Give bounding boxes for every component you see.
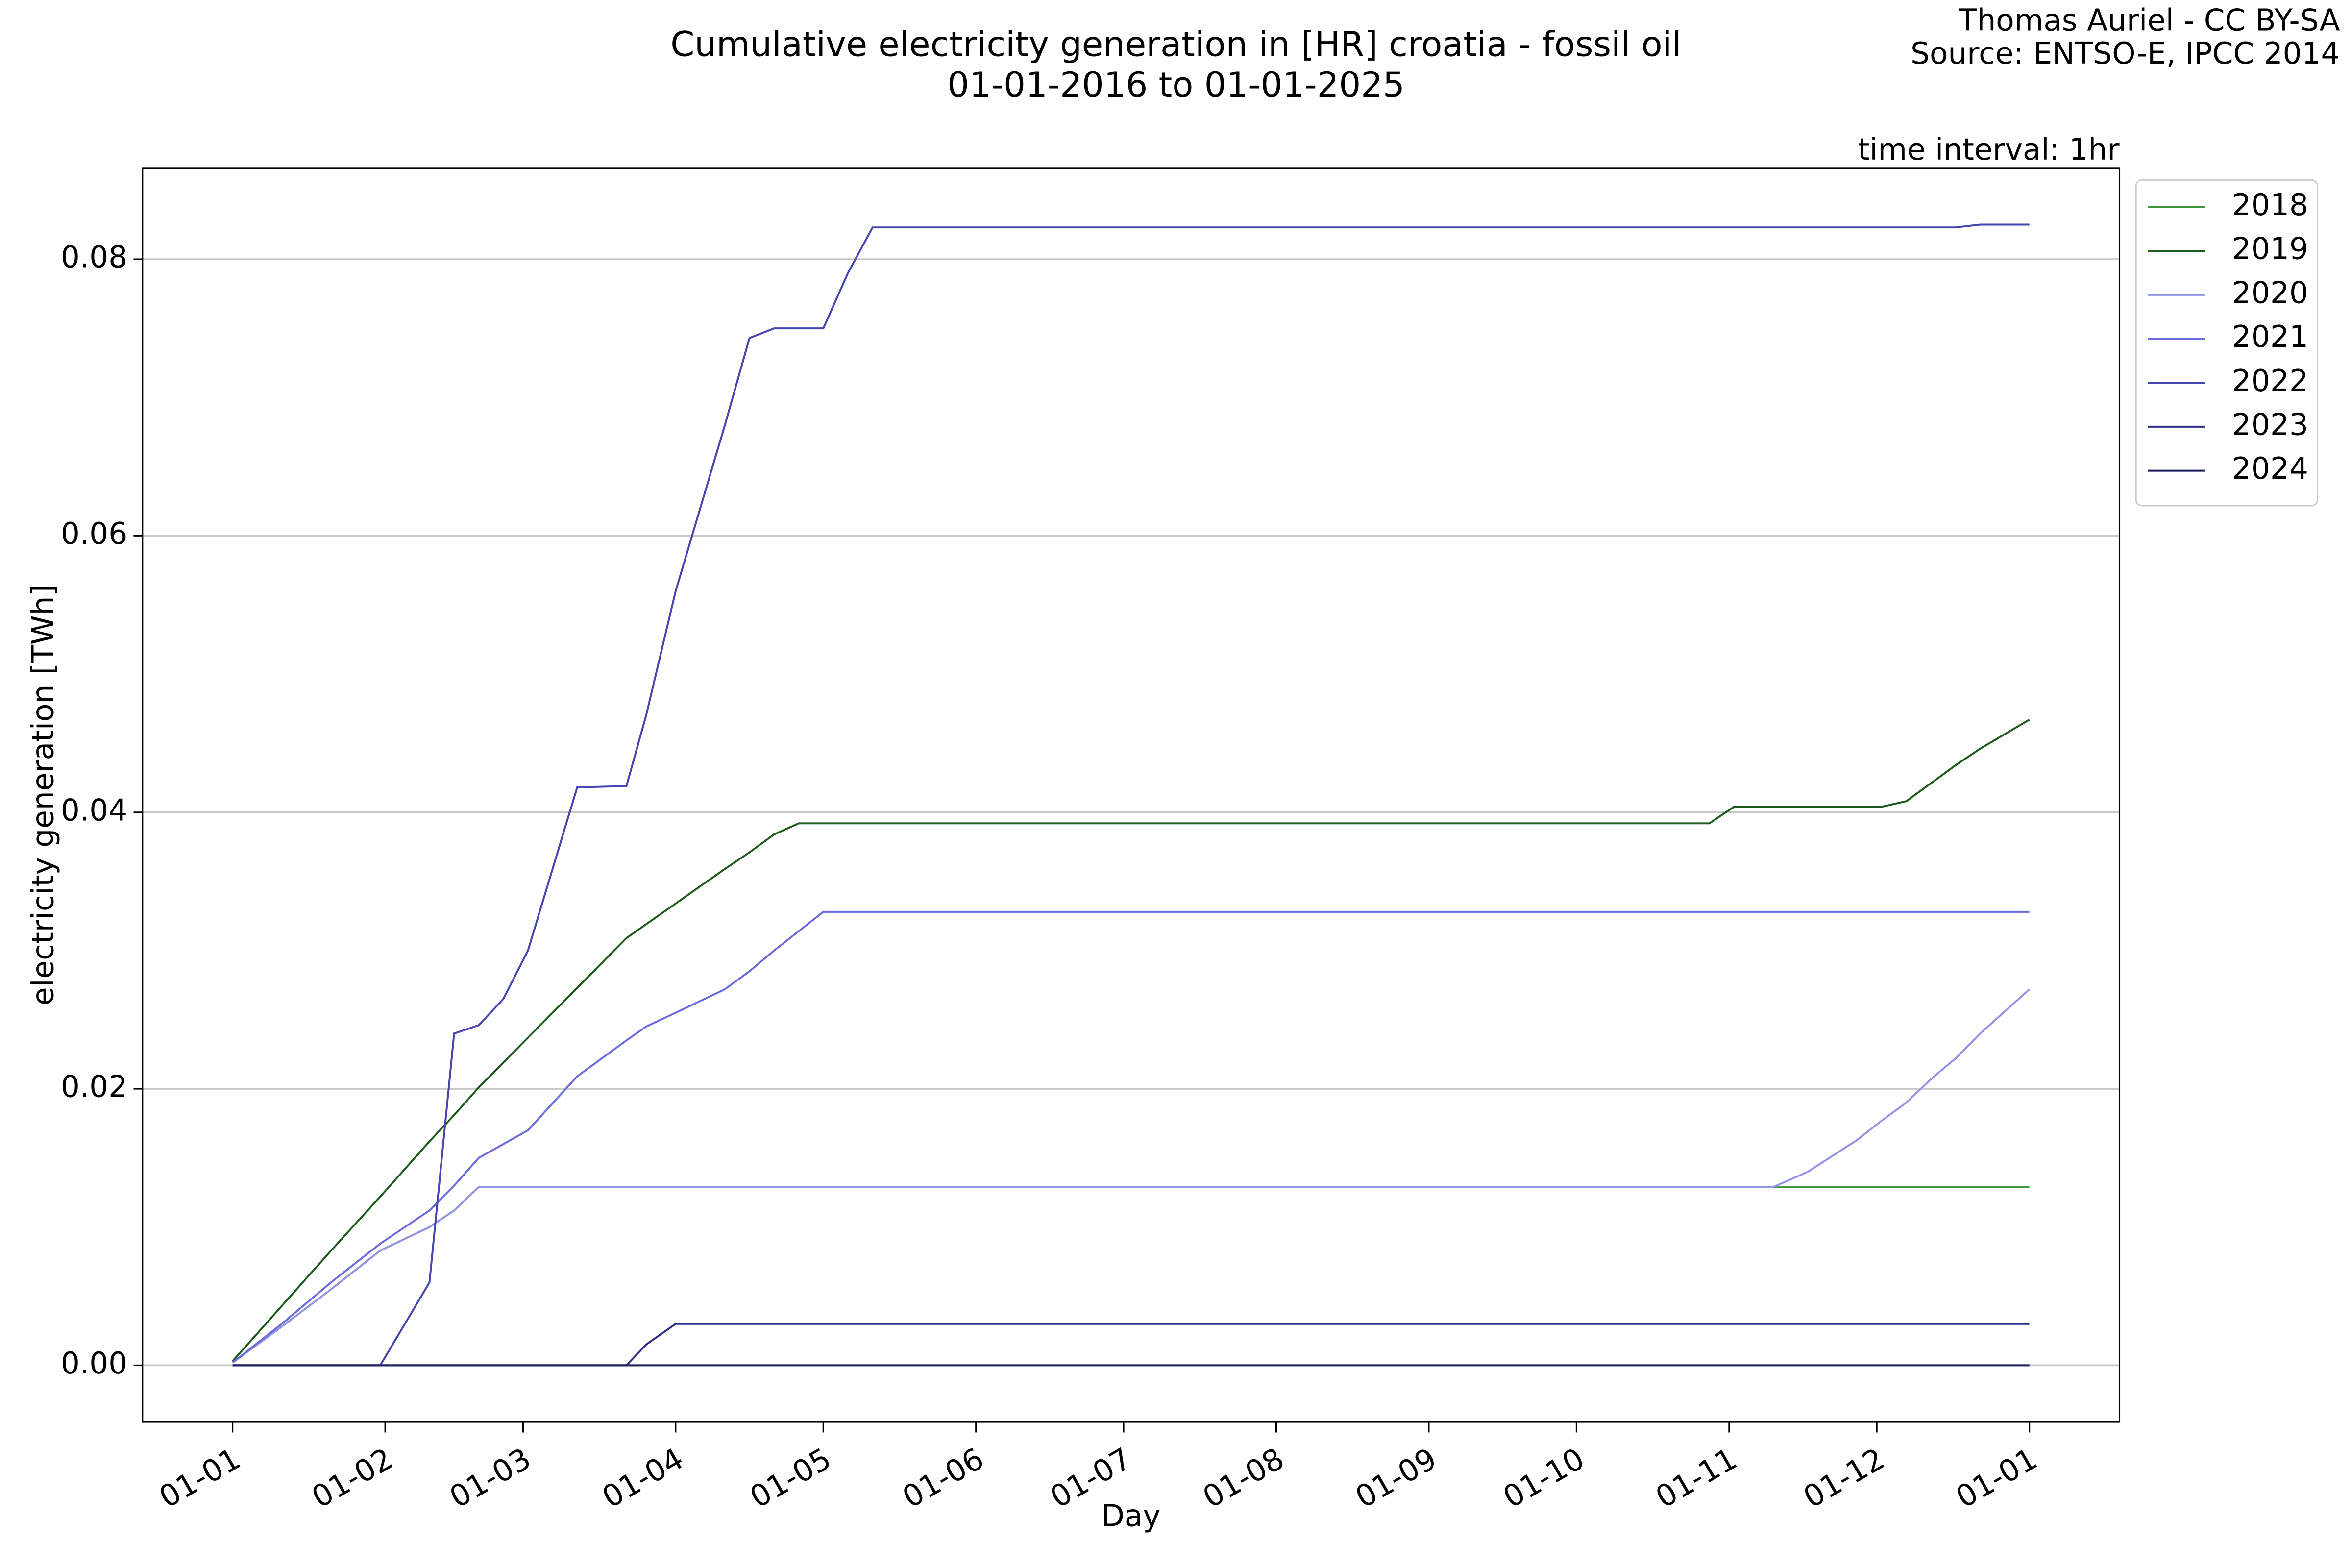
series-line (232, 910, 2030, 1364)
legend-label: 2024 (2232, 451, 2308, 486)
series-line (232, 718, 2030, 1362)
y-tick-label: 0.08 (61, 240, 127, 275)
annotation: time interval: 1hr (1858, 132, 2120, 167)
source: Source: ENTSO-E, IPCC 2014 (1911, 36, 2340, 71)
series-line (232, 223, 2030, 1367)
credit: Thomas Auriel - CC BY-SA (1958, 3, 2340, 38)
y-tick-label: 0.04 (61, 793, 127, 828)
legend-label: 2019 (2232, 232, 2308, 267)
legend-box (2135, 179, 2319, 507)
x-axis-label: Day (1102, 1499, 1161, 1534)
legend-label: 2020 (2232, 275, 2308, 310)
legend-label: 2022 (2232, 364, 2308, 398)
series-line (232, 988, 2030, 1364)
chart-subtitle: 01-01-2016 to 01-01-2025 (947, 65, 1405, 105)
legend-label: 2023 (2232, 408, 2308, 442)
y-tick-label: 0.00 (61, 1346, 127, 1381)
chart-title: Cumulative electricity generation in [HR… (670, 24, 1681, 64)
legend-label: 2021 (2232, 319, 2308, 354)
legend-label: 2018 (2232, 188, 2308, 222)
plot-frame (142, 167, 2121, 1423)
y-tick-label: 0.06 (61, 516, 127, 551)
y-tick-label: 0.02 (61, 1070, 127, 1104)
y-axis-label: electricity generation [TWh] (25, 585, 60, 1005)
